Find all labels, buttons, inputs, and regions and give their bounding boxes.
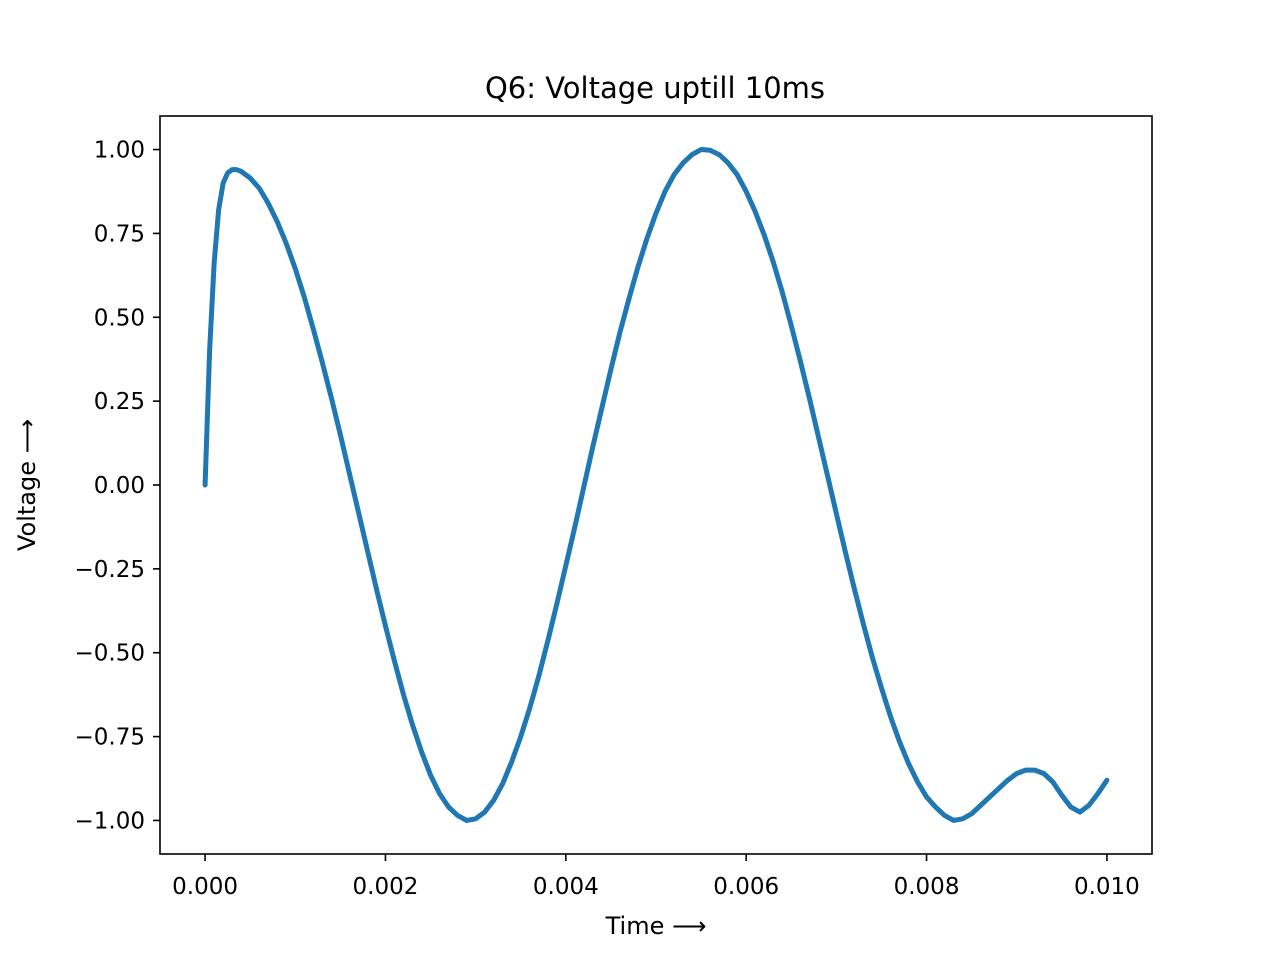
x-tick-label: 0.002 xyxy=(353,874,419,900)
y-tick-label: −0.50 xyxy=(75,641,145,667)
y-axis-title: Voltage ⟶ xyxy=(13,419,41,551)
y-tick-label: 0.50 xyxy=(94,305,145,331)
x-axis-title: Time ⟶ xyxy=(605,912,707,940)
y-tick-label: 0.25 xyxy=(94,389,145,415)
y-tick-label: 0.75 xyxy=(94,221,145,247)
x-tick-label: 0.010 xyxy=(1074,874,1140,900)
y-tick-label: −1.00 xyxy=(75,808,145,834)
x-tick-label: 0.000 xyxy=(172,874,238,900)
y-tick-label: 1.00 xyxy=(94,138,145,164)
x-tick-label: 0.008 xyxy=(894,874,960,900)
y-tick-label: −0.25 xyxy=(75,557,145,583)
axes-frame xyxy=(159,115,1153,855)
y-tick-label: −0.75 xyxy=(75,725,145,751)
series-line-0 xyxy=(202,147,1110,823)
plot-area: 0.000 0.002 0.004 0.006 0.008 0.010 1.00 0.75 0.… xyxy=(75,115,1153,900)
chart-title: Q6: Voltage uptill 10ms xyxy=(485,71,825,105)
x-tick-label: 0.004 xyxy=(533,874,599,900)
y-tick-label: 0.00 xyxy=(94,473,145,499)
x-tick-label: 0.006 xyxy=(713,874,779,900)
